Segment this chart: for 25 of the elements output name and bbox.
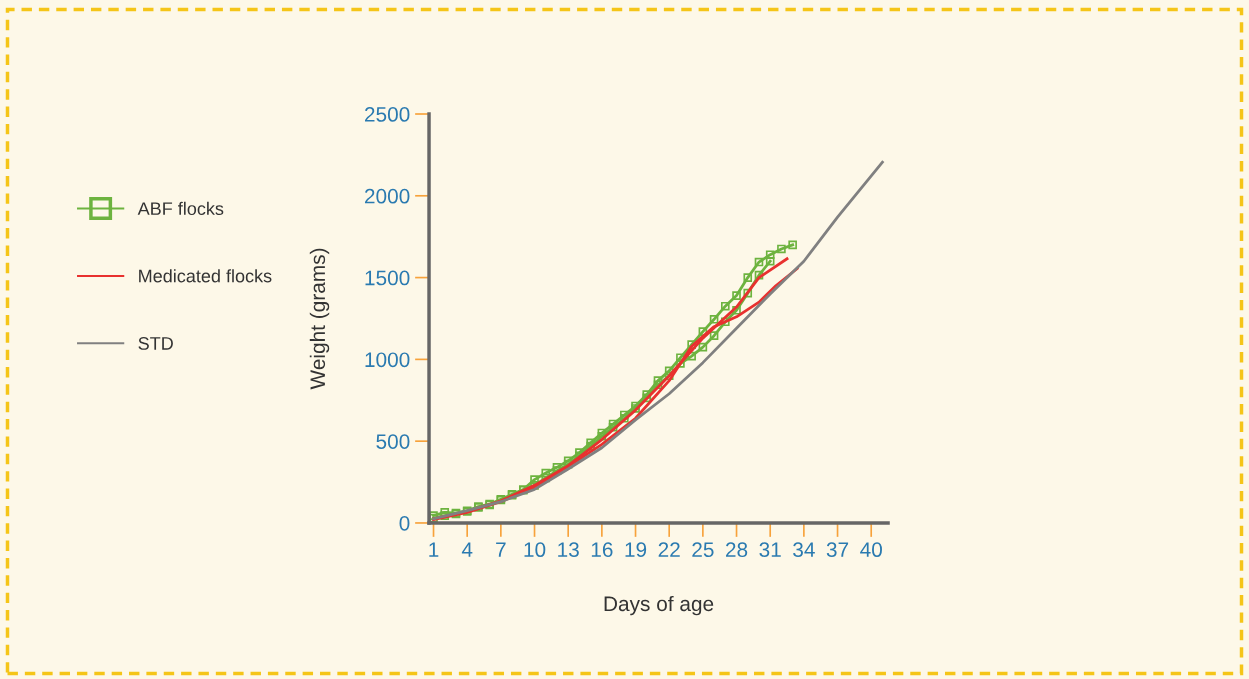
x-axis-title: Days of age — [604, 595, 714, 616]
legend-label: ABF flocks — [137, 201, 224, 216]
y-tick-label: 0 — [399, 515, 410, 531]
x-tick-label: 25 — [692, 542, 714, 558]
x-tick-label: 22 — [658, 542, 680, 557]
y-tick-label: 2500 — [364, 107, 410, 122]
x-tick-label: 19 — [625, 542, 647, 558]
legend-label: STD — [138, 337, 173, 350]
x-tick-label: 31 — [759, 542, 781, 558]
x-tick-label: 28 — [726, 542, 748, 558]
legend-label: Medicated flocks — [139, 269, 272, 283]
x-tick-label: 4 — [461, 542, 473, 557]
x-tick-label: 37 — [826, 542, 849, 558]
y-tick-label: 2000 — [364, 188, 410, 204]
x-tick-label: 40 — [860, 542, 882, 558]
y-tick-label: 500 — [376, 434, 410, 449]
x-tick-label: 1 — [429, 542, 439, 557]
x-tick-label: 13 — [558, 542, 579, 558]
x-tick-label: 34 — [793, 542, 815, 558]
x-tick-label: 10 — [524, 542, 546, 558]
y-axis-title: Weight (grams) — [309, 248, 330, 390]
x-tick-label: 7 — [496, 542, 506, 557]
y-tick-label: 1500 — [365, 270, 410, 286]
x-tick-label: 16 — [591, 542, 613, 558]
y-tick-label: 1000 — [365, 352, 410, 368]
